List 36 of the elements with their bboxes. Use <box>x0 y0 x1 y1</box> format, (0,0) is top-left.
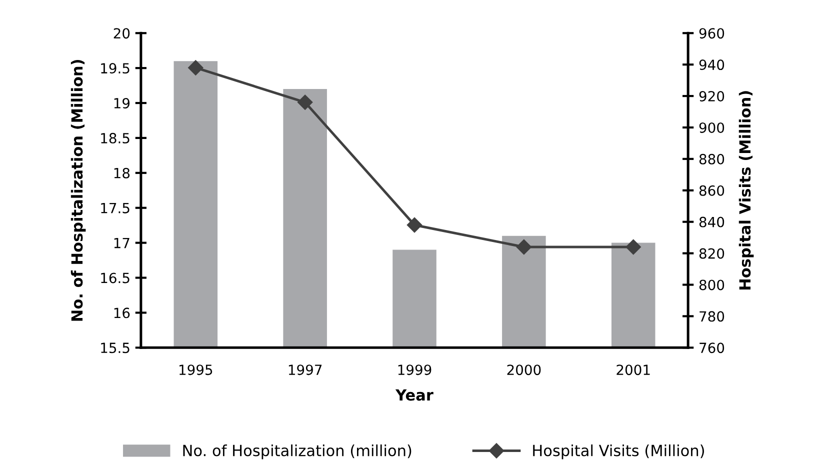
y-tick-label: 20 <box>114 28 130 39</box>
y2-tick-label: 820 <box>699 248 724 259</box>
y-tick-label: 16.5 <box>101 272 130 284</box>
point <box>516 239 532 255</box>
legend-label: Hospital Visits (Million) <box>533 444 704 460</box>
legend-label: No. of Hospitalization (million) <box>183 444 412 460</box>
x-tick-label: 2000 <box>507 364 541 376</box>
y-tick-label: 19 <box>114 98 130 108</box>
point <box>188 60 204 76</box>
y2-tick-label: 960 <box>699 28 724 39</box>
y2-tick-label: 920 <box>699 90 724 102</box>
y2-tick-label: 940 <box>699 60 724 70</box>
y2-axis-title: Hospital Visits (Million) <box>738 91 754 290</box>
y-tick-label: 17 <box>114 238 130 248</box>
y-tick-label: 16 <box>114 308 130 318</box>
y-tick-label: 15.5 <box>101 342 130 354</box>
point <box>406 217 422 233</box>
point <box>626 239 641 255</box>
x-tick-label: 1999 <box>398 364 432 376</box>
y-tick-label: 18 <box>114 168 130 178</box>
y-axis-title: No. of Hospitalization (Million) <box>70 60 86 321</box>
y2-tick-label: 840 <box>699 216 724 228</box>
y-tick-label: 17.5 <box>101 203 130 214</box>
x-tick-label: 1995 <box>179 364 212 376</box>
y2-tick-label: 780 <box>700 311 724 322</box>
x-axis-title: Year <box>395 389 434 401</box>
y2-tick-label: 760 <box>700 342 724 354</box>
y2-tick-label: 880 <box>699 154 724 164</box>
y2-tick-label: 860 <box>699 185 724 196</box>
x-tick-label: 2001 <box>616 364 650 376</box>
y-tick-label: 19.5 <box>101 63 130 74</box>
x-tick-label: 1997 <box>288 364 322 376</box>
y2-tick-label: 800 <box>699 280 724 290</box>
point <box>298 94 313 110</box>
y2-tick-label: 900 <box>699 122 724 133</box>
y-tick-label: 18.5 <box>101 132 130 144</box>
